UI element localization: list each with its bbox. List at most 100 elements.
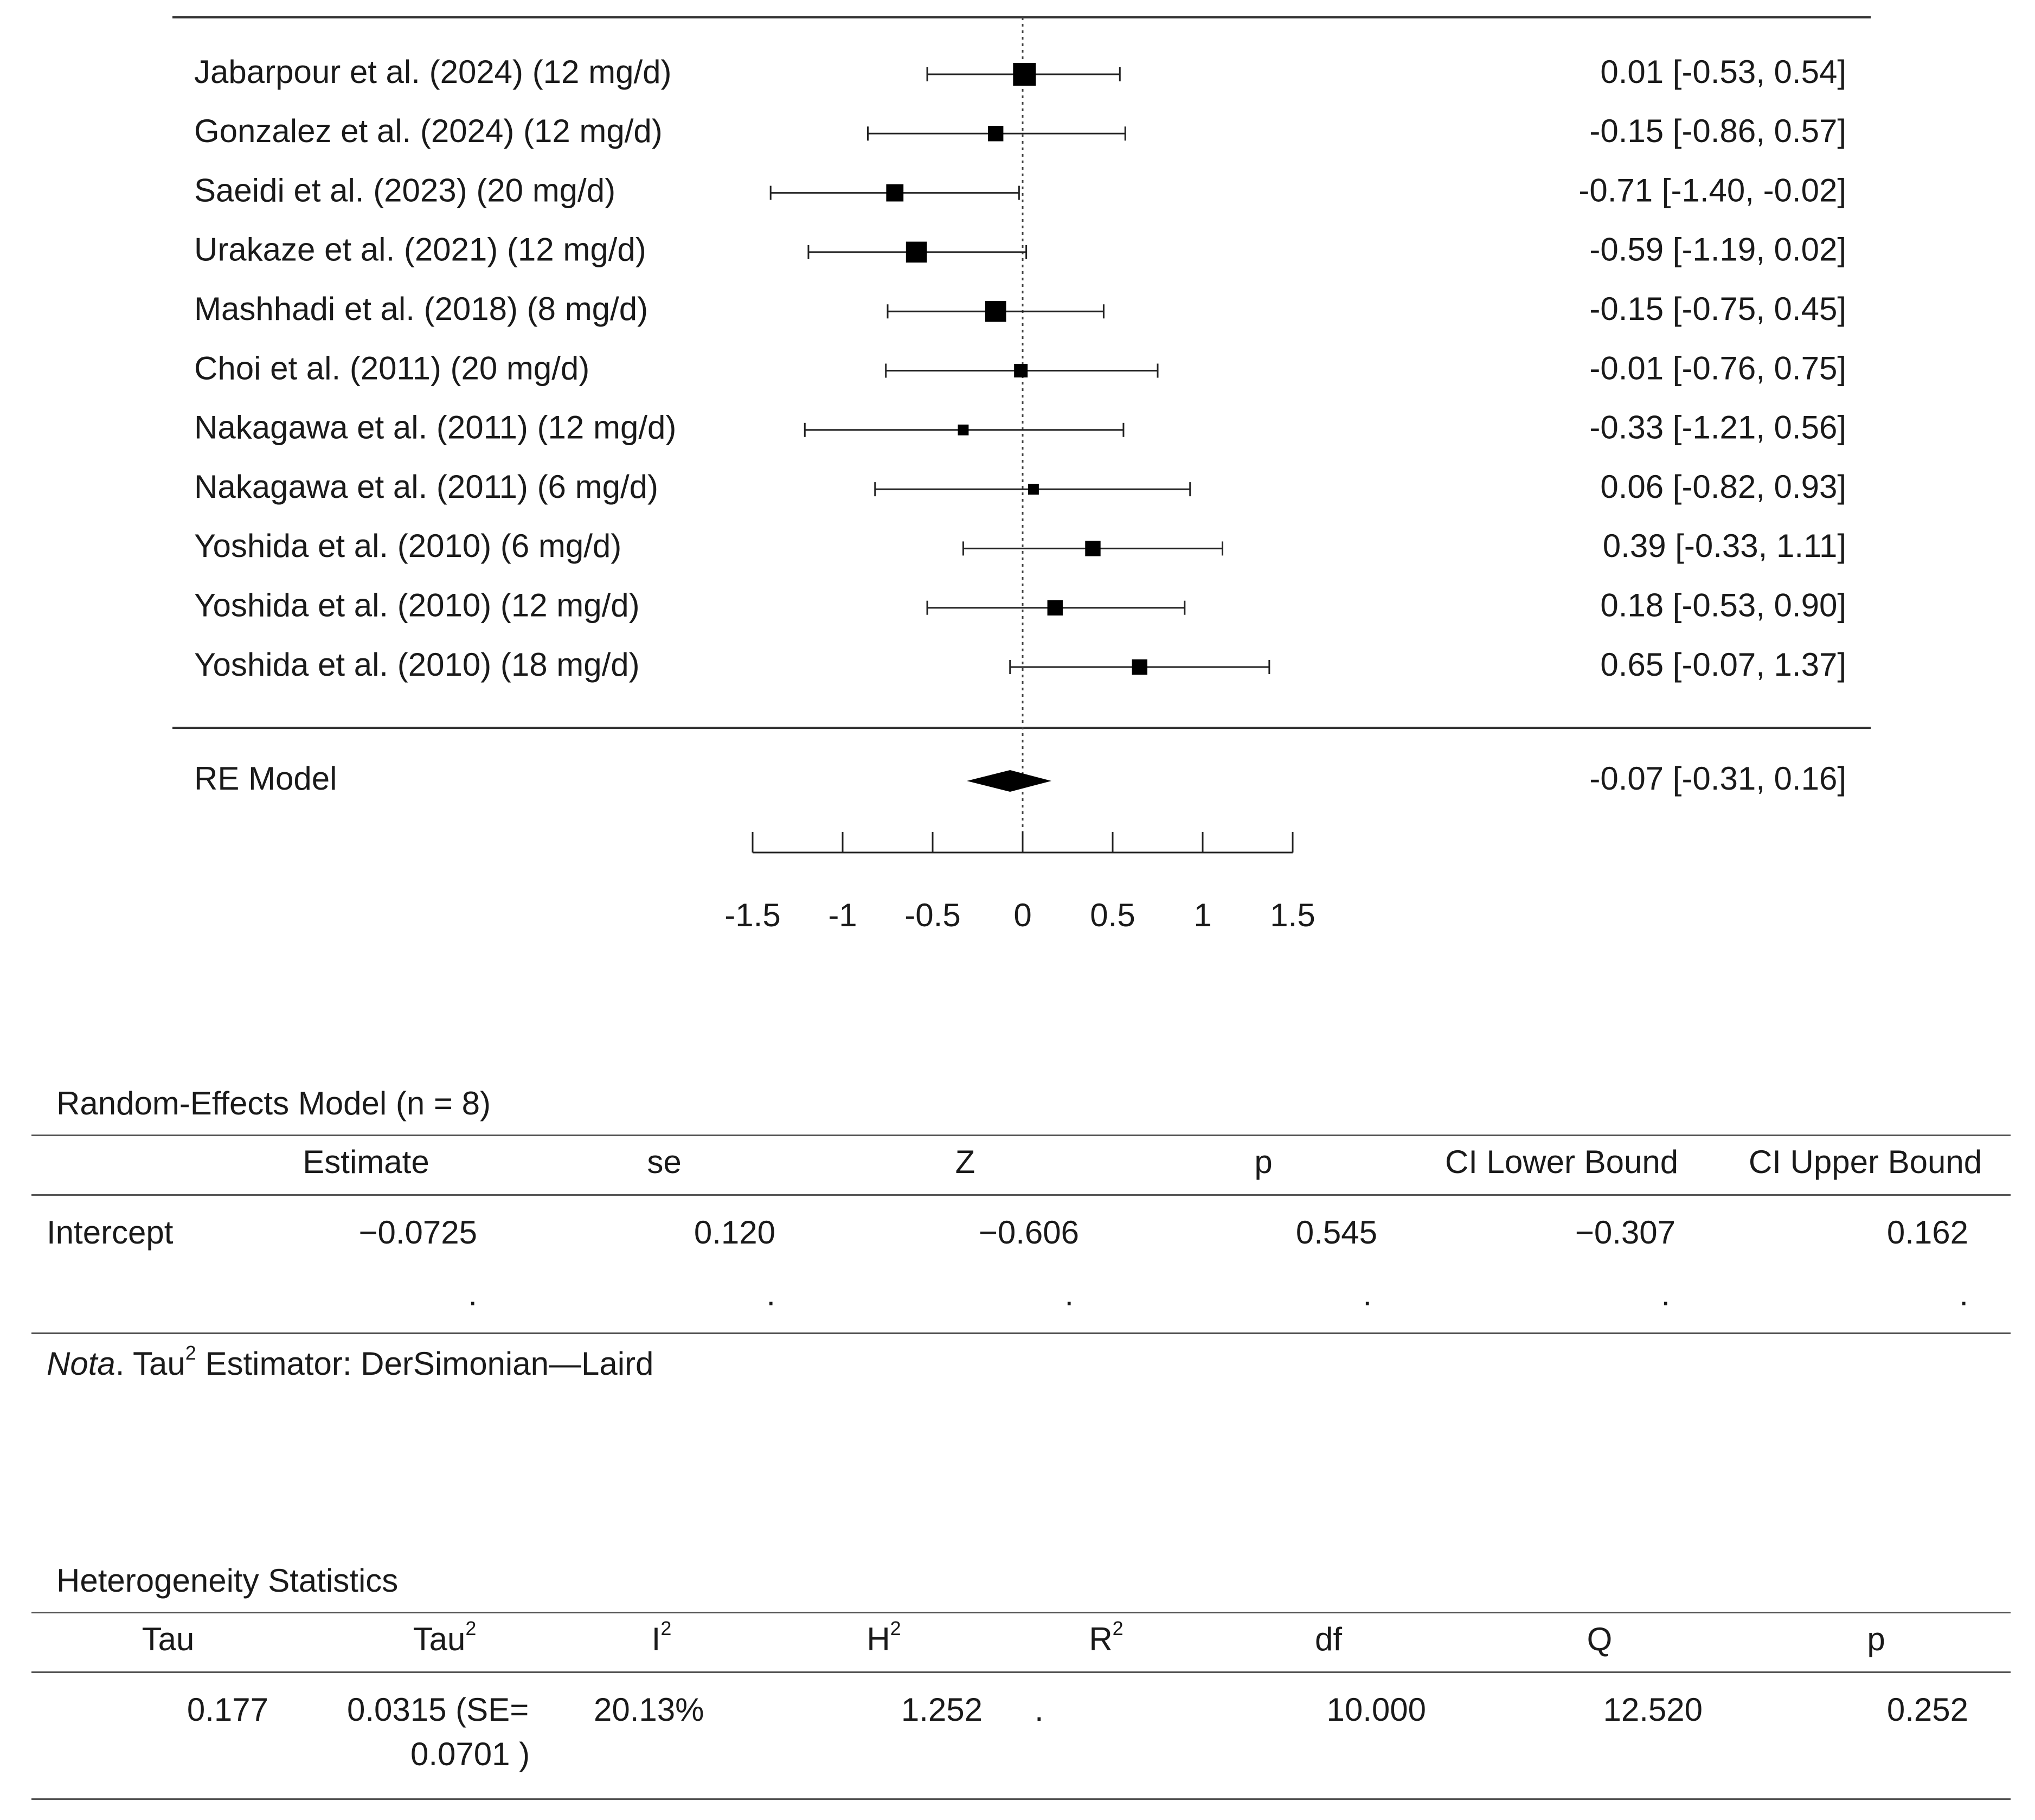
study-label: Yoshida et al. (2010) (6 mg/d) [194, 528, 621, 564]
ci-text: 0.65 [-0.07, 1.37] [1600, 646, 1846, 683]
study-label: Nakagawa et al. (2011) (6 mg/d) [194, 469, 658, 505]
note-text-a: . Tau [115, 1345, 185, 1382]
re-header-ci-upper: CI Upper Bound [1748, 1144, 1982, 1180]
re-dot-6: . [1959, 1276, 1968, 1312]
re-dot-2: . [766, 1276, 775, 1312]
ci-text: -0.01 [-0.76, 0.75] [1589, 350, 1846, 386]
point-estimate [1047, 600, 1063, 616]
x-tick-label: 1.5 [1270, 897, 1315, 933]
ci-text: 0.18 [-0.53, 0.90] [1600, 587, 1846, 624]
het-header-h2: H2 [819, 1617, 949, 1658]
point-estimate [906, 241, 927, 263]
re-header-estimate: Estimate [303, 1144, 429, 1180]
summary-label: RE Model [194, 760, 337, 797]
het-header-tau: Tau [142, 1621, 195, 1657]
ci-text: -0.15 [-0.75, 0.45] [1589, 291, 1846, 327]
het-value-p: 0.252 [1886, 1691, 1968, 1728]
re-value-se: 0.120 [694, 1214, 775, 1251]
ci-text: -0.15 [-0.86, 0.57] [1589, 113, 1846, 149]
study-label: Mashhadi et al. (2018) (8 mg/d) [194, 291, 648, 327]
het-header-r2-base: R [1089, 1621, 1113, 1657]
study-label: Jabarpour et al. (2024) (12 mg/d) [194, 54, 671, 90]
het-table-bottom-rule [31, 1798, 2011, 1800]
re-value-p: 0.545 [1295, 1214, 1377, 1251]
het-value-df: 10.000 [1326, 1691, 1426, 1728]
ci-text: -0.71 [-1.40, -0.02] [1578, 172, 1846, 208]
point-estimate [985, 300, 1006, 322]
het-table-top-rule [31, 1612, 2011, 1613]
het-table-title: Heterogeneity Statistics [56, 1562, 399, 1599]
het-value-tau: 0.177 [187, 1691, 268, 1728]
point-estimate [1028, 484, 1039, 495]
note-text-b: Estimator: DerSimonian—Laird [196, 1345, 654, 1382]
het-value-q: 12.520 [1603, 1691, 1703, 1728]
re-value-ci-lower: −0.307 [1575, 1214, 1675, 1251]
het-header-r2: R2 [1041, 1617, 1171, 1658]
re-value-ci-upper: 0.162 [1886, 1214, 1968, 1251]
point-estimate [988, 126, 1004, 142]
study-label: Nakagawa et al. (2011) (12 mg/d) [194, 409, 676, 446]
het-table-header-rule [31, 1671, 2011, 1673]
re-row-label: Intercept [47, 1214, 174, 1251]
het-value-tau2-line2: 0.0701 ) [410, 1736, 530, 1772]
note-sup: 2 [185, 1342, 196, 1364]
re-value-z: −0.606 [978, 1214, 1079, 1251]
re-header-z: Z [955, 1144, 975, 1180]
point-estimate [958, 424, 969, 435]
study-label: Yoshida et al. (2010) (18 mg/d) [194, 646, 640, 683]
ci-text: -0.59 [-1.19, 0.02] [1589, 232, 1846, 268]
study-label: Yoshida et al. (2010) (12 mg/d) [194, 587, 640, 624]
re-header-se: se [647, 1144, 682, 1180]
het-header-h2-sup: 2 [890, 1617, 901, 1639]
point-estimate [886, 184, 904, 202]
het-value-r2: . [1035, 1691, 1044, 1728]
summary-diamond [967, 770, 1052, 792]
random-effects-table: Random-Effects Model (n = 8) Estimate se… [0, 1079, 2035, 1426]
re-value-estimate: −0.0725 [358, 1214, 477, 1251]
re-dot-1: . [468, 1276, 477, 1312]
het-header-i2-base: I [651, 1621, 661, 1657]
re-header-ci-lower: CI Lower Bound [1445, 1144, 1679, 1180]
het-header-i2: I2 [596, 1617, 727, 1658]
note-italic: Nota [47, 1345, 115, 1382]
re-header-p: p [1254, 1144, 1273, 1180]
summary-ci-text: -0.07 [-0.31, 0.16] [1589, 760, 1846, 797]
re-table-note: Nota. Tau2 Estimator: DerSimonian—Laird [47, 1342, 654, 1382]
het-header-h2-base: H [866, 1621, 890, 1657]
het-value-i2: 20.13% [594, 1691, 704, 1728]
het-header-r2-sup: 2 [1112, 1617, 1124, 1639]
x-tick-label: -1.5 [724, 897, 780, 933]
ci-text: -0.33 [-1.21, 0.56] [1589, 409, 1846, 446]
x-tick-label: 0.5 [1090, 897, 1135, 933]
het-header-tau2: Tau2 [374, 1617, 515, 1658]
x-tick-label: -1 [828, 897, 857, 933]
x-tick-label: 0 [1013, 897, 1031, 933]
re-table-title: Random-Effects Model (n = 8) [56, 1085, 491, 1122]
point-estimate [1132, 659, 1147, 675]
het-header-p: p [1867, 1621, 1885, 1657]
re-dot-4: . [1363, 1276, 1372, 1312]
study-label: Saeidi et al. (2023) (20 mg/d) [194, 172, 615, 208]
ci-text: 0.39 [-0.33, 1.11] [1603, 528, 1846, 564]
point-estimate [1014, 364, 1028, 377]
point-estimate [1085, 541, 1101, 556]
het-header-tau2-base: Tau [413, 1621, 466, 1657]
het-header-tau2-sup: 2 [465, 1617, 477, 1639]
heterogeneity-table: Heterogeneity Statistics Tau Tau2 I2 H2 … [0, 1556, 2035, 1806]
het-header-i2-sup: 2 [660, 1617, 672, 1639]
het-header-q: Q [1587, 1621, 1613, 1657]
re-dot-3: . [1064, 1276, 1074, 1312]
study-label: Urakaze et al. (2021) (12 mg/d) [194, 232, 646, 268]
ci-text: 0.01 [-0.53, 0.54] [1600, 54, 1846, 90]
re-table-header-rule [31, 1194, 2011, 1196]
study-label: Gonzalez et al. (2024) (12 mg/d) [194, 113, 663, 149]
re-table-bottom-rule [31, 1332, 2011, 1334]
ci-text: 0.06 [-0.82, 0.93] [1600, 469, 1846, 505]
re-table-top-rule [31, 1135, 2011, 1136]
study-label: Choi et al. (2011) (20 mg/d) [194, 350, 589, 386]
het-value-tau2-line1: 0.0315 (SE= [347, 1691, 529, 1728]
het-header-df: df [1314, 1621, 1343, 1657]
x-tick-label: 1 [1193, 897, 1211, 933]
x-tick-label: -0.5 [904, 897, 960, 933]
re-dot-5: . [1661, 1276, 1670, 1312]
